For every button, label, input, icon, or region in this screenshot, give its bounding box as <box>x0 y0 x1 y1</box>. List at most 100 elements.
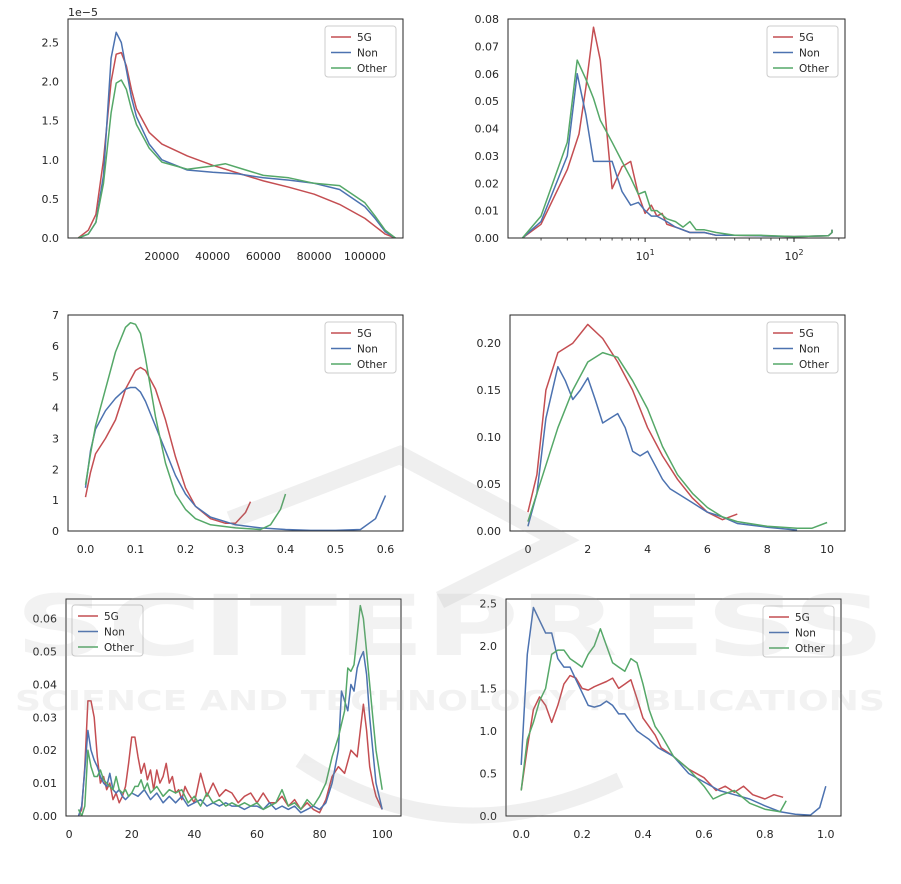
series-line-other <box>527 351 828 529</box>
legend-box <box>324 321 397 374</box>
series-line-non <box>521 73 833 238</box>
legend: 5G Non Other <box>71 604 144 657</box>
y-tick-label: 2.5 <box>480 597 498 610</box>
legend-box <box>324 25 397 78</box>
legend-label-other: Other <box>799 63 829 75</box>
legend: 5G Non Other <box>324 321 397 374</box>
y-tick-label: 0.0 <box>42 232 60 245</box>
x-tick-label: 0.2 <box>177 543 195 556</box>
x-tick-label: 0.4 <box>634 828 652 841</box>
x-tick-label: 0.4 <box>277 543 295 556</box>
plot-frame <box>505 598 842 817</box>
x-tick-label: 0 <box>524 543 531 556</box>
legend: 5G Non Other <box>762 605 835 658</box>
y-tick-label: 0.02 <box>475 177 500 190</box>
series-line-other <box>77 79 396 238</box>
legend-label-other: Other <box>795 643 825 655</box>
series-line-other <box>77 604 383 816</box>
chart-panel-3: 0 1 2 3 4 5 6 7 0.0 0.1 0.2 0.3 0.4 0.5 0.6 5G Non Other <box>52 309 404 556</box>
x-tick-label: 0.1 <box>127 543 145 556</box>
series-line-non <box>77 650 383 816</box>
y-tick-label: 0.05 <box>33 646 58 659</box>
series-line-other <box>521 59 833 238</box>
x-tick-label: 101 <box>636 248 655 263</box>
series-line-other <box>520 628 787 813</box>
series-line-5g <box>77 51 396 238</box>
y-tick-label: 0.02 <box>33 744 58 757</box>
y-tick-label: 0 <box>52 525 59 538</box>
legend-label-other: Other <box>357 63 387 75</box>
series-line-5g <box>77 700 383 816</box>
plot-frame <box>65 598 402 817</box>
legend-label-non: Non <box>104 627 125 639</box>
y-tick-label: 0.06 <box>475 68 500 81</box>
x-tick-label: 0 <box>66 828 73 841</box>
y-tick-label: 6 <box>52 340 59 353</box>
y-tick-label: 0.0 <box>480 810 498 823</box>
x-tick-label: 0.8 <box>756 828 774 841</box>
legend-box <box>71 604 144 657</box>
x-tick-label: 60 <box>250 828 264 841</box>
legend-label-non: Non <box>795 628 816 640</box>
x-tick-label: 1.0 <box>817 828 835 841</box>
plot-frame <box>507 18 846 239</box>
x-tick-label: 0.6 <box>695 828 713 841</box>
y-tick-label: 1.5 <box>480 682 498 695</box>
x-tick-label: 0.0 <box>512 828 530 841</box>
y-offset-label: 1e−5 <box>68 6 98 19</box>
y-tick-label: 0.03 <box>475 150 500 163</box>
x-tick-label: 0.0 <box>77 543 95 556</box>
series-line-non <box>77 31 396 238</box>
y-tick-label: 1.5 <box>42 115 60 128</box>
legend-label-5g: 5G <box>799 32 814 44</box>
y-tick-label: 2.5 <box>42 36 60 49</box>
y-tick-label: 0.03 <box>33 711 58 724</box>
x-tick-label: 0.3 <box>227 543 245 556</box>
y-tick-label: 7 <box>52 309 59 322</box>
series-line-5g <box>520 674 784 800</box>
x-tick-label: 0.5 <box>327 543 345 556</box>
y-tick-label: 2.0 <box>480 640 498 653</box>
y-tick-label: 0.15 <box>477 384 502 397</box>
y-tick-label: 1.0 <box>42 154 60 167</box>
x-tick-label: 40 <box>187 828 201 841</box>
x-tick-label: 2 <box>584 543 591 556</box>
series-line-other <box>84 321 287 531</box>
x-tick-label: 60000 <box>246 250 281 263</box>
x-tick-label: 0.6 <box>377 543 395 556</box>
y-tick-label: 0.08 <box>475 13 500 26</box>
x-tick-label: 8 <box>764 543 771 556</box>
legend: 5G Non Other <box>324 25 397 78</box>
y-tick-label: 0.04 <box>475 123 500 136</box>
y-tick-label: 0.00 <box>475 232 500 245</box>
y-tick-label: 0.04 <box>33 678 58 691</box>
series-line-non <box>84 386 387 531</box>
y-tick-label: 0.10 <box>477 431 502 444</box>
legend-label-non: Non <box>357 48 378 60</box>
legend-label-other: Other <box>104 642 134 654</box>
y-tick-label: 0.05 <box>477 478 502 491</box>
y-tick-label: 1 <box>52 494 59 507</box>
x-tick-label: 20 <box>125 828 139 841</box>
y-tick-label: 0.5 <box>480 767 498 780</box>
legend: 5G Non Other <box>766 321 839 374</box>
series-line-non <box>527 365 798 531</box>
y-tick-label: 0.5 <box>42 193 60 206</box>
y-tick-label: 0.07 <box>475 40 500 53</box>
x-tick-label: 10 <box>820 543 834 556</box>
y-tick-label: 5 <box>52 371 59 384</box>
y-tick-label: 0.00 <box>477 525 502 538</box>
y-tick-label: 3 <box>52 432 59 445</box>
x-tick-label: 4 <box>644 543 651 556</box>
x-tick-label: 40000 <box>195 250 230 263</box>
chart-panel-5: 0.00 0.01 0.02 0.03 0.04 0.05 0.06 0 20 40 60 80 100… <box>33 598 402 841</box>
legend-label-other: Other <box>799 359 829 371</box>
x-tick-label: 100000 <box>344 250 386 263</box>
plot-frame <box>67 314 404 532</box>
legend-label-non: Non <box>799 344 820 356</box>
y-tick-label: 1.0 <box>480 725 498 738</box>
legend-label-5g: 5G <box>357 32 372 44</box>
y-tick-label: 0.00 <box>33 810 58 823</box>
legend-box <box>766 25 839 78</box>
